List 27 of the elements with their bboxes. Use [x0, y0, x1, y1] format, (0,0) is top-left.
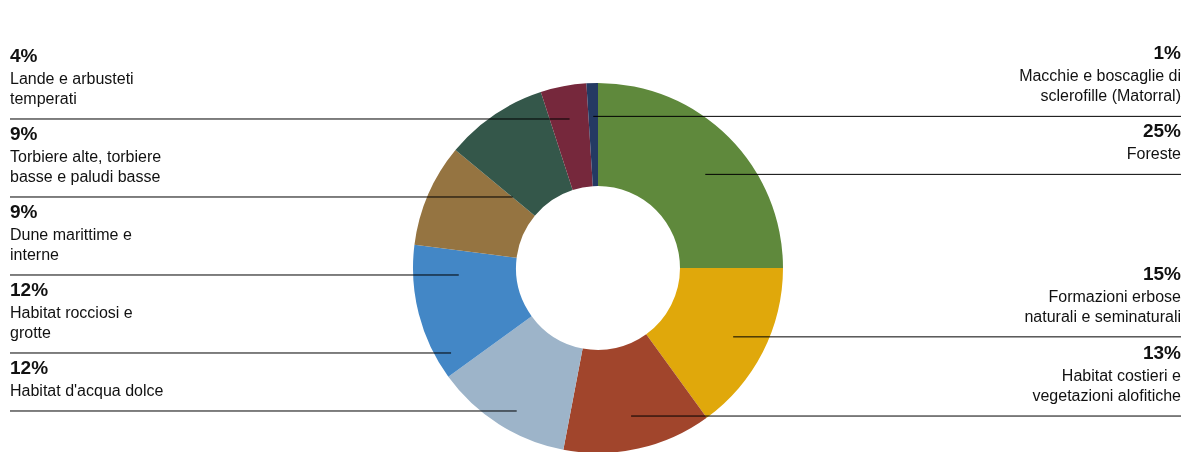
- slice-label: Foreste: [1126, 145, 1182, 163]
- donut-slice: [540, 83, 593, 191]
- slice-label: Macchie e boscaglie di sclerofille (Matorral): [1019, 67, 1181, 105]
- slice-label: Habitat costieri e vegetazioni alofitiche: [1032, 367, 1182, 405]
- slice-label: Habitat d'acqua dolce: [10, 381, 164, 399]
- data-label: 25%: [1142, 120, 1182, 142]
- slice-label: Habitat rocciosi e grotte: [10, 303, 133, 341]
- slice-label: Torbiere alte, torbiere basse e paludi basse: [10, 147, 162, 185]
- donut-slice: [586, 83, 598, 187]
- slice-label: Formazioni erbose naturali e seminaturali: [1024, 287, 1182, 325]
- donut-slice: [448, 316, 583, 450]
- donut-slice: [646, 268, 783, 418]
- data-label: 9%: [10, 122, 38, 144]
- donut-slice: [413, 244, 532, 377]
- data-label: 15%: [1142, 262, 1182, 284]
- donut-slice: [455, 92, 573, 216]
- data-label: 4%: [10, 44, 38, 66]
- slice-label: Lande e arbusteti temperati: [10, 69, 134, 107]
- data-label: 13%: [1142, 342, 1182, 364]
- donut-slice: [414, 150, 535, 258]
- data-label: 1%: [1153, 42, 1182, 64]
- slice-label: Dune marittime e interne: [10, 225, 132, 263]
- data-label: 9%: [10, 200, 38, 222]
- donut-slice: [563, 334, 707, 452]
- data-label: 12%: [10, 356, 49, 378]
- donut-slice: [598, 83, 783, 268]
- data-label: 12%: [10, 278, 49, 300]
